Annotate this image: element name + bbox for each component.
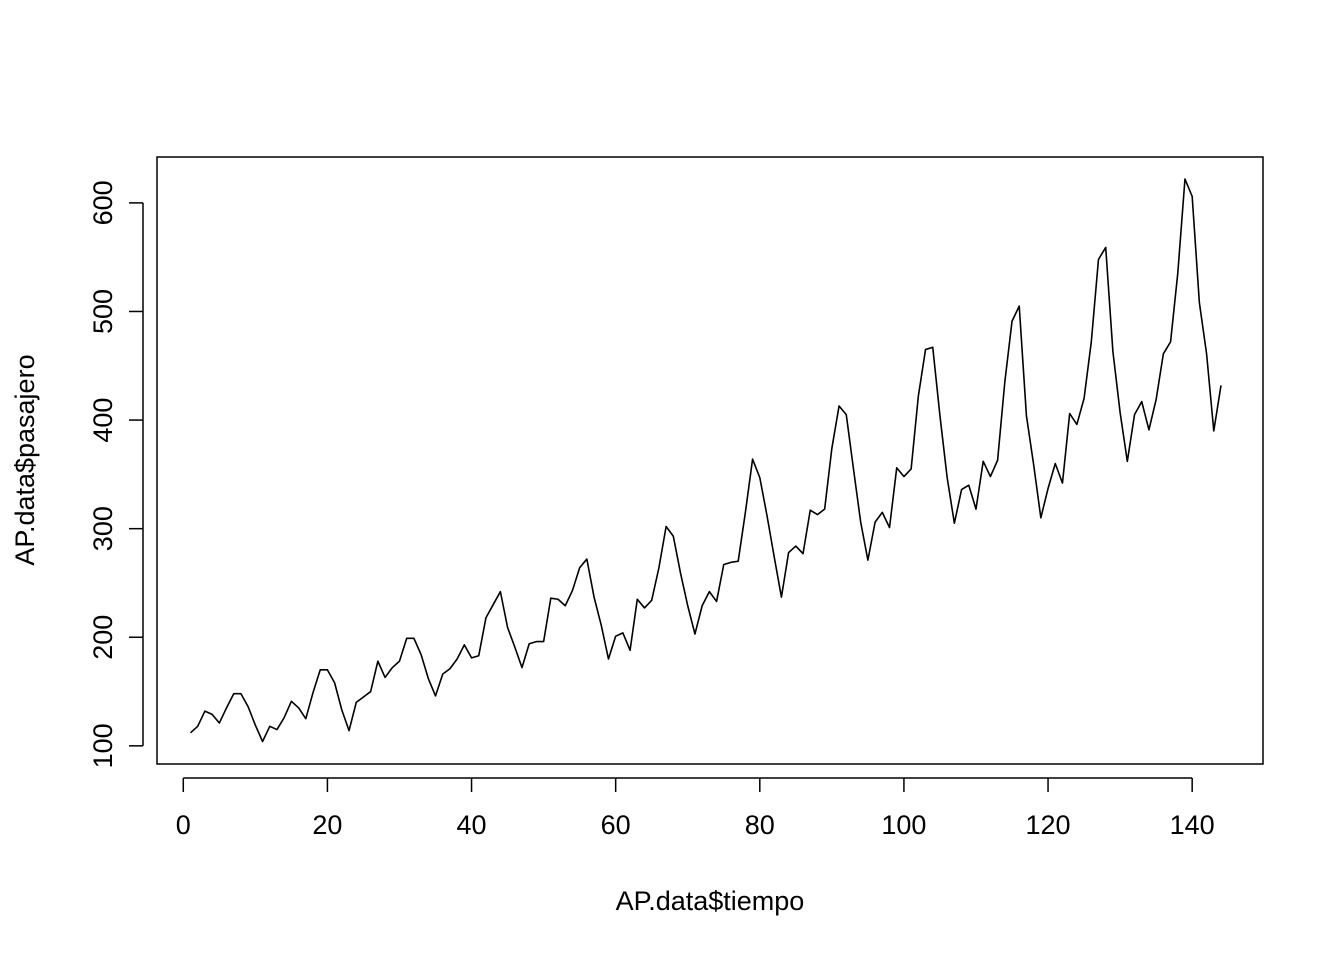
x-tick-label: 20	[312, 810, 342, 840]
plot-box	[156, 156, 1264, 765]
y-tick-label: 600	[88, 180, 118, 225]
y-axis-title: AP.data$pasajero	[10, 354, 40, 565]
x-axis: 0 20 40 60 80 100 120 140	[176, 777, 1215, 840]
x-tick-label: 140	[1170, 810, 1215, 840]
y-tick-label: 400	[88, 398, 118, 443]
series-line	[189, 178, 1222, 743]
series-group	[189, 178, 1222, 743]
x-tick-label: 0	[176, 810, 191, 840]
x-tick-label: 100	[881, 810, 926, 840]
y-tick-label: 500	[88, 289, 118, 334]
y-tick-label: 100	[88, 723, 118, 768]
x-tick-label: 40	[457, 810, 487, 840]
x-tick-label: 60	[601, 810, 631, 840]
x-axis-title: AP.data$tiempo	[616, 886, 805, 916]
y-tick-label: 200	[88, 615, 118, 660]
x-tick-label: 120	[1026, 810, 1071, 840]
y-axis: 100 200 300 400 500 600	[88, 180, 144, 768]
x-tick-label: 80	[745, 810, 775, 840]
y-tick-label: 300	[88, 506, 118, 551]
